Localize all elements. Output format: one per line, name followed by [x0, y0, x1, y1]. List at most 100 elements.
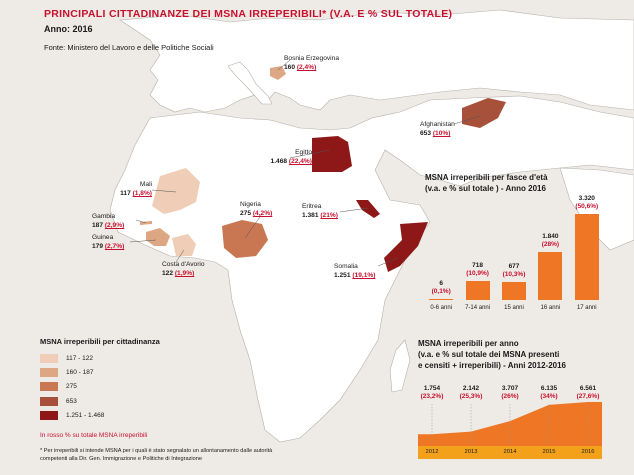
- trend-year-label: 2016: [581, 449, 595, 455]
- country-name: Costa d'Avorio: [162, 261, 205, 268]
- label-guinea: Guinea 179 (2,7%): [92, 233, 124, 251]
- legend-item: 117 - 122: [40, 353, 93, 364]
- land-india: [559, 167, 634, 251]
- age-bar-category: 15 anni: [504, 305, 524, 311]
- country-name: Afghanistan: [420, 121, 455, 128]
- country-bosnia: [270, 66, 286, 80]
- age-bar: [465, 281, 490, 300]
- age-chart-title-line: MSNA irreperibili per fasce d'età: [425, 173, 548, 182]
- trend-value: 1.754: [423, 385, 441, 392]
- label-eritrea: Eritrea 1.381 (21%): [302, 202, 338, 220]
- page-source: Fonte: Ministero del Lavoro e delle Poli…: [44, 43, 214, 52]
- legend-item: 653: [40, 396, 77, 407]
- trend-year-label: 2015: [542, 449, 556, 455]
- legend-note: In rosso % su totale MSNA irreperibili: [40, 432, 148, 439]
- trend-value-label: 3.707 (26%): [492, 385, 528, 401]
- age-bar-value: 1.840: [542, 233, 559, 241]
- country-value: 160: [284, 64, 296, 71]
- country-name: Egitto: [295, 149, 312, 156]
- trend-year-label: 2012: [425, 449, 439, 455]
- trend-year-label: 2014: [503, 449, 517, 455]
- country-value: 653: [420, 130, 432, 137]
- country-pct: (2,9%): [104, 222, 125, 229]
- age-bar-pct: (10,9%): [466, 270, 489, 278]
- trend-chart-subtitle-1: (v.a. e % sul totale dei MSNA presenti: [418, 350, 560, 359]
- country-nigeria: [222, 220, 268, 258]
- age-chart-title: MSNA irreperibili per fasce d'età (v.a. …: [425, 172, 548, 194]
- legend-swatch: [40, 354, 58, 363]
- country-pct: (21%): [320, 212, 338, 219]
- country-pct: (10%): [432, 130, 451, 137]
- trend-chart-subtitle-2: e censiti + irreperibili) - Anni 2012-20…: [418, 361, 566, 370]
- age-bar: [502, 282, 526, 300]
- legend-swatch: [40, 368, 58, 377]
- country-pct: (2,7%): [104, 243, 125, 250]
- country-value: 117: [120, 190, 131, 197]
- age-bar-pct: (0,1%): [431, 288, 451, 295]
- legend-swatch: [40, 397, 58, 406]
- legend-label: 653: [66, 398, 77, 405]
- country-value: 187: [92, 222, 104, 229]
- trend-year-row: [418, 446, 602, 459]
- legend-item: 1.251 - 1.468: [40, 410, 104, 421]
- age-bar-label: 1.840 (28%): [530, 233, 570, 249]
- country-name: Somalia: [334, 263, 358, 270]
- trend-pct: (25,3%): [459, 393, 483, 400]
- country-value: 1.468: [270, 158, 288, 165]
- trend-value-label: 6.561 (27,6%): [570, 385, 606, 401]
- age-bar-pct: (10,3%): [502, 271, 526, 279]
- country-egypt: [312, 136, 352, 172]
- trend-value: 6.135: [540, 385, 558, 392]
- label-nigeria: Nigeria 275 (4,2%): [240, 200, 272, 218]
- trend-chart-title-line: MSNA irreperibili per anno: [418, 339, 519, 348]
- country-pct: (1,9%): [174, 270, 195, 277]
- country-name: Gambia: [92, 213, 116, 220]
- trend-pct: (34%): [540, 393, 558, 400]
- label-afghanistan: Afghanistan 653 (10%): [420, 120, 455, 138]
- trend-value-label: 1.754 (23,2%): [414, 385, 450, 401]
- country-value: 1.381: [302, 212, 319, 219]
- trend-value: 3.707: [501, 385, 519, 392]
- country-ivory-coast: [172, 234, 196, 256]
- age-bar-value: 677: [508, 263, 520, 271]
- age-bar-category: 17 anni: [576, 305, 597, 311]
- country-pct: (19,1%): [352, 272, 376, 279]
- country-value: 179: [92, 243, 104, 250]
- age-bar-category: 7-14 anni: [465, 305, 491, 311]
- age-bar-value: 718: [472, 262, 484, 270]
- age-bar-label: 677 (10,3%): [494, 263, 534, 279]
- legend-swatch: [40, 382, 58, 391]
- trend-value-label: 6.135 (34%): [531, 385, 567, 401]
- age-bar-value: 6: [439, 280, 443, 287]
- trend-guides: [431, 404, 589, 446]
- age-bar: [574, 214, 599, 300]
- country-name: Bosnia Erzegovina: [284, 55, 339, 62]
- trend-area: [418, 402, 602, 446]
- trend-pct: (27,6%): [576, 393, 600, 400]
- age-bar-value: 3.320: [578, 195, 595, 202]
- country-name: Eritrea: [302, 203, 322, 210]
- trend-pct: (26%): [501, 393, 519, 400]
- label-ivory-coast: Costa d'Avorio 122 (1,9%): [162, 260, 205, 278]
- land-madagascar: [389, 339, 411, 393]
- trend-value: 6.561: [579, 385, 597, 392]
- age-bar-pct: (50,6%): [575, 203, 599, 210]
- trend-value: 2.142: [462, 385, 480, 392]
- label-egypt: Egitto 1.468 (22,4%): [252, 148, 312, 166]
- legend-title: MSNA irreperibili per cittadinanza: [40, 337, 160, 346]
- label-somalia: Somalia 1.251 (19,1%): [334, 262, 375, 280]
- land-italy: [227, 61, 273, 105]
- trend-pct: (23,2%): [420, 393, 444, 400]
- country-name: Nigeria: [240, 201, 261, 208]
- country-pct: (4,2%): [252, 210, 273, 217]
- age-bar: [538, 252, 563, 300]
- legend-label: 117 - 122: [66, 355, 93, 362]
- label-gambia: Gambia 187 (2,9%): [92, 212, 124, 230]
- country-value: 1.251: [334, 272, 351, 279]
- age-bar-label: 718 (10,9%): [458, 262, 498, 278]
